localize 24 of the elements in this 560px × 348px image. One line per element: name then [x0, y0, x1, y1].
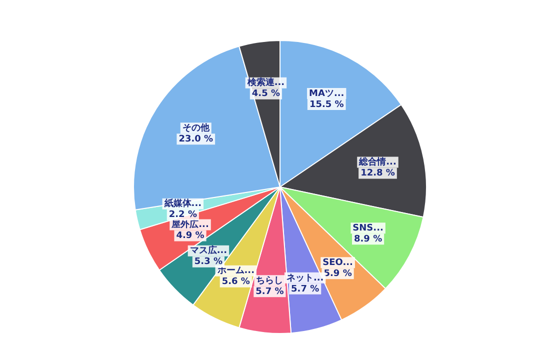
data-label: 15.5 % — [309, 100, 344, 110]
slice-label: MAツ... — [309, 88, 344, 99]
data-label: 5.7 % — [291, 284, 320, 294]
slice-label: 屋外広... — [170, 219, 209, 230]
data-label: 5.3 % — [194, 257, 223, 268]
slice-label: 総合情... — [358, 156, 396, 168]
data-label: 5.9 % — [324, 268, 352, 279]
slice-label: ネット... — [286, 273, 324, 284]
slice-label: ホーム... — [216, 266, 255, 276]
data-label: 12.8 % — [360, 168, 395, 179]
slice-label: 検索連... — [246, 77, 285, 88]
data-label: 5.6 % — [222, 277, 250, 288]
slice-label: ちらし — [256, 276, 284, 286]
slice-label: 紙媒体... — [163, 198, 202, 210]
data-label: 4.5 % — [252, 89, 280, 100]
data-label: 8.9 % — [354, 234, 382, 244]
data-label: 2.2 % — [168, 210, 197, 220]
slice-label: マス広... — [190, 245, 228, 256]
data-label: 5.7 % — [256, 286, 284, 297]
slice-label: SNS... — [352, 223, 384, 234]
data-label: 4.9 % — [176, 231, 204, 242]
data-label: 23.0 % — [178, 134, 214, 144]
slice-label: その他 — [182, 122, 210, 134]
slice-label: SEO... — [322, 258, 353, 268]
